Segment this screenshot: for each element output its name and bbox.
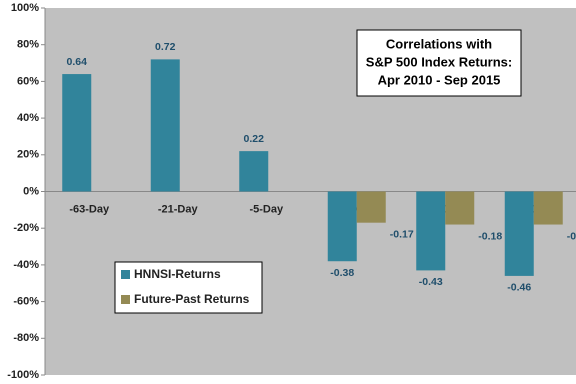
y-tick-label: 20% <box>17 149 39 161</box>
bar <box>445 191 475 225</box>
y-tick-label: 100% <box>11 2 39 14</box>
chart-title: Correlations with <box>386 36 492 51</box>
legend-label: Future-Past Returns <box>134 292 250 306</box>
bar <box>416 191 446 271</box>
y-tick-label: 0% <box>23 185 39 197</box>
y-tick-label: -100% <box>7 369 39 381</box>
value-label: -0.43 <box>419 276 443 288</box>
chart-title: Apr 2010 - Sep 2015 <box>378 72 501 87</box>
x-tick-label: -21-Day <box>158 203 199 215</box>
y-tick-label: -40% <box>13 259 39 271</box>
legend-swatch <box>121 270 130 279</box>
title-box <box>356 29 522 97</box>
x-tick-label: -5-Day <box>249 203 284 215</box>
value-label: -0.46 <box>507 282 531 294</box>
legend-label: HNNSI-Returns <box>134 267 221 281</box>
bar <box>504 191 534 276</box>
value-label: 0.64 <box>67 56 88 68</box>
y-tick-label: 60% <box>17 75 39 87</box>
value-label: -0.18 <box>567 230 576 242</box>
bar <box>239 151 269 192</box>
x-tick-label: -63-Day <box>69 203 110 215</box>
legend-box <box>114 261 263 314</box>
y-tick-label: -80% <box>13 332 39 344</box>
bar <box>356 191 386 223</box>
bar <box>62 74 92 192</box>
bar <box>150 59 180 192</box>
y-tick-label: -20% <box>13 222 39 234</box>
chart-title: S&P 500 Index Returns: <box>366 54 512 69</box>
y-tick-label: -60% <box>13 296 39 308</box>
legend-swatch <box>121 295 130 304</box>
value-label: -0.38 <box>330 267 354 279</box>
y-tick-label: 40% <box>17 112 39 124</box>
bar <box>533 191 563 225</box>
value-label: -0.18 <box>478 230 502 242</box>
bar <box>327 191 357 262</box>
value-label: 0.72 <box>155 41 176 53</box>
value-label: 0.22 <box>244 133 265 145</box>
value-label: -0.17 <box>390 228 414 240</box>
y-tick-label: 80% <box>17 39 39 51</box>
